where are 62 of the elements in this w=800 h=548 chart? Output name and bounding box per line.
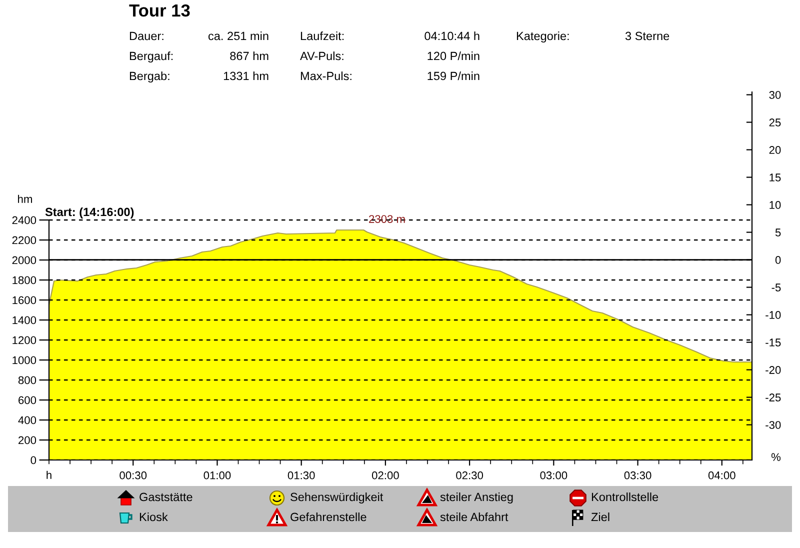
annotation: 2303 m — [369, 215, 405, 223]
y2-tick-label: 5 — [775, 228, 781, 236]
y-tick-label: 2000 — [12, 256, 36, 264]
x-tick-label: 03:00 — [540, 471, 568, 480]
chart-title: Tour 13 — [129, 4, 190, 17]
text: Gaststätte — [140, 492, 192, 502]
y-tick-label: 1600 — [12, 296, 36, 304]
text: Kategorie: — [516, 32, 569, 42]
x-tick-label: 03:30 — [624, 471, 652, 480]
text: steile Abfahrt — [440, 512, 508, 522]
text: Kiosk — [140, 512, 168, 522]
x-tick-label: 01:00 — [204, 471, 231, 480]
text: 1331 hm — [224, 72, 268, 80]
y-tick-label: 600 — [18, 396, 36, 404]
text: Kontrollstelle — [592, 492, 658, 502]
y-tick-label: 1800 — [12, 276, 36, 284]
y2-tick-label: -10 — [766, 311, 781, 319]
x-tick-label: 02:30 — [456, 471, 484, 480]
y2-tick-label: -5 — [772, 284, 781, 292]
annotation: Start: (14:16:00) — [45, 207, 134, 218]
x-tick-label: 04:00 — [708, 471, 736, 480]
text: 867 hm — [230, 52, 268, 60]
text: 120 P/min — [428, 52, 480, 60]
y2-axis-title: % — [771, 453, 781, 461]
y-tick-label: 1400 — [12, 316, 36, 324]
text: Bergauf: — [130, 52, 173, 63]
y-tick-label: 400 — [18, 416, 36, 424]
text: steiler Anstieg — [440, 492, 513, 504]
text: 3 Sterne — [625, 32, 670, 40]
y-tick-label: 2200 — [12, 236, 36, 244]
y2-tick-label: -15 — [766, 338, 781, 346]
x-tick-label: 00:30 — [120, 471, 147, 480]
text: AV-Puls: — [300, 52, 344, 60]
y-tick-label: 1200 — [12, 336, 36, 344]
x-tick-label: 02:00 — [372, 471, 399, 480]
text: 04:10:44 h — [424, 32, 480, 40]
y2-tick-label: 10 — [770, 201, 781, 209]
text: Laufzeit: — [300, 32, 344, 40]
text: Gefahrenstelle — [290, 512, 366, 522]
y2-tick-label: 0 — [775, 256, 781, 264]
y2-tick-label: -30 — [766, 421, 781, 429]
y2-tick-label: 30 — [769, 91, 781, 99]
y-tick-label: 200 — [18, 436, 36, 444]
y2-tick-label: 15 — [770, 174, 781, 182]
y2-tick-label: 25 — [769, 118, 781, 126]
text: Ziel — [591, 512, 610, 522]
text: Sehenswürdigkeit — [290, 492, 384, 504]
text: ca. 251 min — [208, 32, 268, 40]
text: Bergab: — [130, 72, 170, 83]
y-axis-title: hm — [18, 194, 32, 203]
x-axis-title: h — [46, 470, 52, 479]
y-tick-label: 1000 — [12, 356, 36, 364]
y-tick-label: 0 — [30, 456, 36, 464]
y2-tick-label: -20 — [766, 366, 781, 374]
text: Dauer: — [130, 32, 164, 40]
y2-tick-label: 20 — [769, 146, 781, 154]
x-tick-label: 01:30 — [288, 471, 315, 480]
y2-tick-label: -25 — [766, 394, 781, 402]
text: Max-Puls: — [300, 72, 352, 80]
text: 159 P/min — [428, 72, 480, 80]
y-tick-label: 2400 — [12, 216, 36, 224]
y-tick-label: 800 — [18, 376, 36, 384]
